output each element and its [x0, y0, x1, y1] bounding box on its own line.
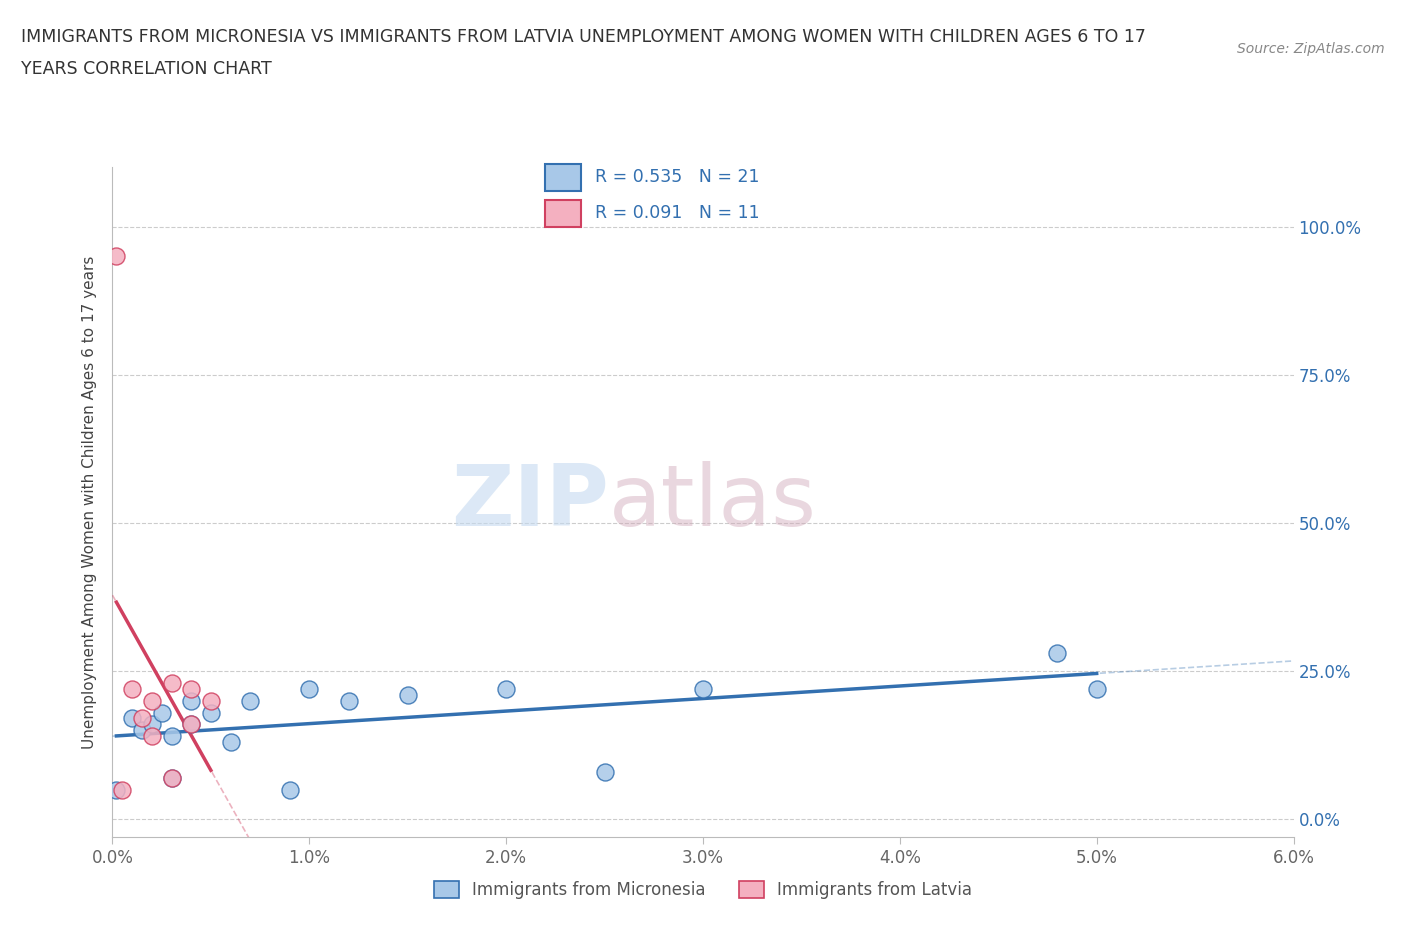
Y-axis label: Unemployment Among Women with Children Ages 6 to 17 years: Unemployment Among Women with Children A… [82, 256, 97, 749]
Text: R = 0.535   N = 21: R = 0.535 N = 21 [595, 168, 759, 186]
Point [160, 770, 183, 785]
Point [160, 770, 183, 785]
Point [160, 729, 183, 744]
Point [131, 711, 153, 726]
Bar [546, 165, 581, 191]
Text: IMMIGRANTS FROM MICRONESIA VS IMMIGRANTS FROM LATVIA UNEMPLOYMENT AMONG WOMEN WI: IMMIGRANTS FROM MICRONESIA VS IMMIGRANTS… [21, 28, 1146, 46]
Point [180, 717, 202, 732]
Point [131, 723, 153, 737]
Point [1085, 682, 1108, 697]
Text: atlas: atlas [609, 460, 817, 544]
Legend: Immigrants from Micronesia, Immigrants from Latvia: Immigrants from Micronesia, Immigrants f… [427, 874, 979, 906]
Point [200, 705, 222, 720]
Text: Source: ZipAtlas.com: Source: ZipAtlas.com [1237, 42, 1385, 56]
Point [239, 693, 262, 708]
Point [692, 682, 714, 697]
Point [298, 682, 321, 697]
Point [150, 705, 173, 720]
Point [200, 693, 222, 708]
Point [141, 729, 163, 744]
Point [180, 682, 202, 697]
Point [121, 682, 143, 697]
Point [278, 782, 301, 797]
Point [180, 717, 202, 732]
Point [121, 711, 143, 726]
Text: R = 0.091   N = 11: R = 0.091 N = 11 [595, 205, 759, 222]
Point [593, 764, 616, 779]
Point [111, 782, 134, 797]
Point [105, 782, 128, 797]
Point [141, 717, 163, 732]
Text: YEARS CORRELATION CHART: YEARS CORRELATION CHART [21, 60, 271, 78]
Point [219, 735, 242, 750]
Point [1046, 645, 1069, 660]
Point [105, 249, 128, 264]
Point [141, 693, 163, 708]
Point [396, 687, 419, 702]
Point [495, 682, 517, 697]
Point [160, 675, 183, 690]
Text: ZIP: ZIP [451, 460, 609, 544]
Point [180, 693, 202, 708]
Bar [546, 200, 581, 227]
Point [337, 693, 360, 708]
